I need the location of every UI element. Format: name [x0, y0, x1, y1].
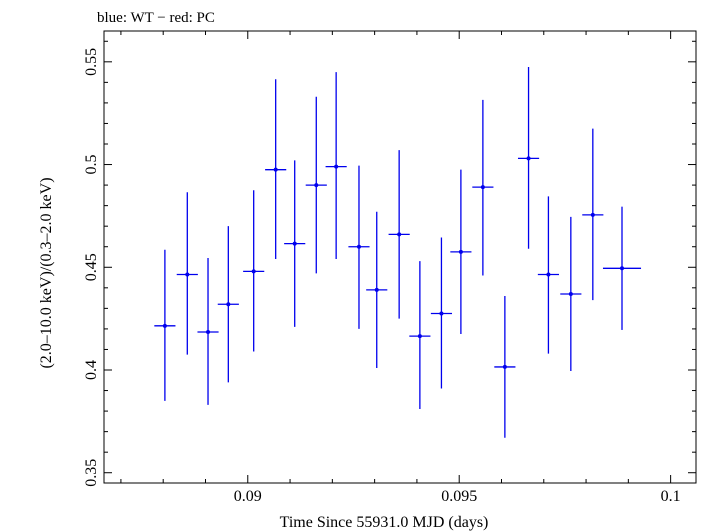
point-marker — [356, 244, 361, 249]
point-marker — [480, 185, 485, 190]
data-point — [517, 66, 540, 249]
point-marker — [620, 266, 624, 271]
data-point — [388, 150, 410, 319]
data-point — [154, 249, 176, 401]
data-point — [450, 169, 472, 335]
data-layer — [154, 66, 642, 438]
y-tick-label: 0.35 — [83, 459, 100, 487]
data-point — [176, 192, 198, 355]
point-marker — [273, 167, 278, 172]
y-axis-label: (2.0–10.0 keV)/(0.3–2.0 keV) — [38, 177, 55, 368]
x-tick-label: 0.1 — [661, 488, 681, 505]
data-point — [472, 99, 494, 276]
point-marker — [590, 212, 595, 217]
plot-frame — [103, 30, 697, 484]
point-marker — [546, 272, 551, 277]
data-point — [265, 79, 287, 260]
x-axis: 0.09 0.095 0.1 — [120, 31, 681, 505]
data-point — [284, 160, 306, 327]
point-marker — [397, 232, 402, 237]
data-point — [348, 165, 370, 329]
data-point — [582, 128, 604, 301]
point-marker — [185, 272, 190, 277]
data-point — [537, 196, 559, 354]
point-marker — [374, 287, 379, 292]
data-point — [430, 237, 453, 389]
point-marker — [334, 164, 339, 169]
data-point — [217, 226, 239, 383]
point-marker — [439, 311, 444, 316]
point-marker — [206, 329, 211, 334]
data-point — [197, 258, 219, 405]
point-marker — [568, 291, 573, 296]
point-marker — [526, 156, 531, 161]
point-marker — [226, 302, 231, 307]
data-point — [560, 216, 582, 372]
data-point — [366, 211, 388, 368]
point-marker — [251, 269, 256, 274]
chart-title: blue: WT − red: PC — [97, 10, 215, 26]
point-marker — [458, 249, 463, 254]
y-tick-label: 0.45 — [83, 253, 100, 281]
point-marker — [314, 183, 319, 188]
data-point — [243, 190, 265, 352]
data-point — [494, 296, 516, 438]
point-marker — [292, 241, 297, 246]
x-axis-label: Time Since 55931.0 MJD (days) — [280, 514, 489, 531]
y-tick-label: 0.4 — [83, 360, 100, 380]
data-point — [305, 96, 327, 274]
y-tick-label: 0.5 — [83, 155, 100, 175]
x-tick-label: 0.095 — [441, 488, 477, 505]
x-tick-label: 0.09 — [234, 488, 262, 505]
y-tick-label: 0.55 — [83, 48, 100, 76]
point-marker — [162, 323, 167, 328]
data-point — [325, 72, 347, 260]
point-marker — [417, 334, 422, 339]
data-point — [602, 206, 642, 330]
y-axis: 0.35 0.4 0.45 0.5 0.55 — [83, 40, 696, 487]
data-point — [409, 261, 431, 410]
point-marker — [502, 364, 507, 369]
